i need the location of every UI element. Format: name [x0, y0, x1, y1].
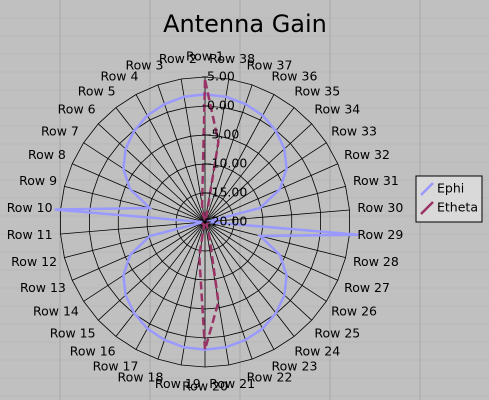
spoke [72, 221, 206, 281]
spoke [204, 221, 338, 281]
spoke [60, 221, 206, 235]
spoke [157, 84, 206, 223]
spoke [157, 221, 206, 360]
spoke [204, 221, 312, 321]
category-label: Row 14 [33, 304, 79, 319]
category-label: Row 31 [353, 173, 399, 188]
spoke [204, 84, 253, 223]
spoke [204, 78, 230, 223]
category-label: Row 23 [272, 359, 318, 374]
spoke [64, 186, 206, 223]
category-label: Row 10 [7, 200, 53, 215]
legend-label: Etheta [437, 200, 478, 215]
category-label: Row 20 [182, 379, 228, 394]
category-label: Row 26 [331, 304, 377, 319]
category-label: Row 29 [357, 227, 403, 242]
y-tick-label: -15.00 [207, 185, 247, 200]
category-label: Row 28 [353, 254, 399, 269]
category-label: Row 12 [11, 254, 57, 269]
y-tick-label: -5.00 [207, 127, 239, 142]
spoke [98, 123, 206, 223]
spoke [204, 123, 312, 223]
spoke [180, 78, 206, 223]
y-tick-label: -10.00 [207, 156, 247, 171]
category-label: Row 1 [186, 49, 224, 64]
spoke [115, 107, 206, 223]
category-label: Row 22 [247, 370, 293, 385]
legend-box [415, 175, 483, 223]
chart-title: Antenna Gain [163, 10, 327, 38]
category-label: Row 7 [41, 123, 79, 138]
category-label: Row 25 [314, 325, 360, 340]
spoke [83, 142, 206, 223]
category-label: Row 17 [93, 359, 139, 374]
category-label: Row 27 [344, 280, 390, 295]
series-line [54, 93, 359, 351]
category-label: Row 21 [209, 376, 255, 391]
spoke [204, 163, 338, 223]
category-label: Row 36 [272, 68, 318, 83]
spoke [98, 221, 206, 321]
y-tick-label: -20.00 [207, 214, 247, 229]
legend-label: Ephi [437, 181, 464, 196]
category-label: Row 30 [357, 200, 403, 215]
category-label: Row 32 [344, 147, 390, 162]
category-label: Row 8 [28, 147, 66, 162]
spoke [204, 221, 346, 258]
category-label: Row 4 [101, 68, 139, 83]
spoke [83, 221, 206, 302]
category-label: Row 19 [155, 376, 201, 391]
category-label: Row 33 [331, 123, 377, 138]
spoke [204, 221, 253, 360]
category-label: Row 16 [70, 344, 116, 359]
category-label: Row 24 [294, 344, 340, 359]
y-tick-label: 5.00 [207, 69, 235, 84]
spoke [204, 221, 327, 302]
category-label: Row 15 [50, 325, 96, 340]
spoke [72, 163, 206, 223]
y-tick-label: 0.00 [207, 98, 235, 113]
category-label: Row 18 [118, 370, 164, 385]
spoke [204, 221, 295, 337]
legend-swatch [420, 182, 434, 196]
category-label: Row 2 [159, 51, 197, 66]
category-label: Row 3 [126, 57, 164, 72]
category-label: Row 35 [294, 83, 340, 98]
legend-swatch [420, 201, 434, 215]
spoke [204, 142, 327, 223]
category-label: Row 34 [314, 102, 360, 117]
category-label: Row 38 [209, 51, 255, 66]
category-label: Row 5 [78, 83, 116, 98]
category-label: Row 9 [19, 173, 57, 188]
spoke [204, 107, 295, 223]
category-label: Row 13 [20, 280, 66, 295]
category-label: Row 11 [7, 227, 53, 242]
spoke [204, 209, 350, 223]
spoke [115, 221, 206, 337]
category-label: Row 37 [247, 57, 293, 72]
category-label: Row 6 [58, 102, 96, 117]
